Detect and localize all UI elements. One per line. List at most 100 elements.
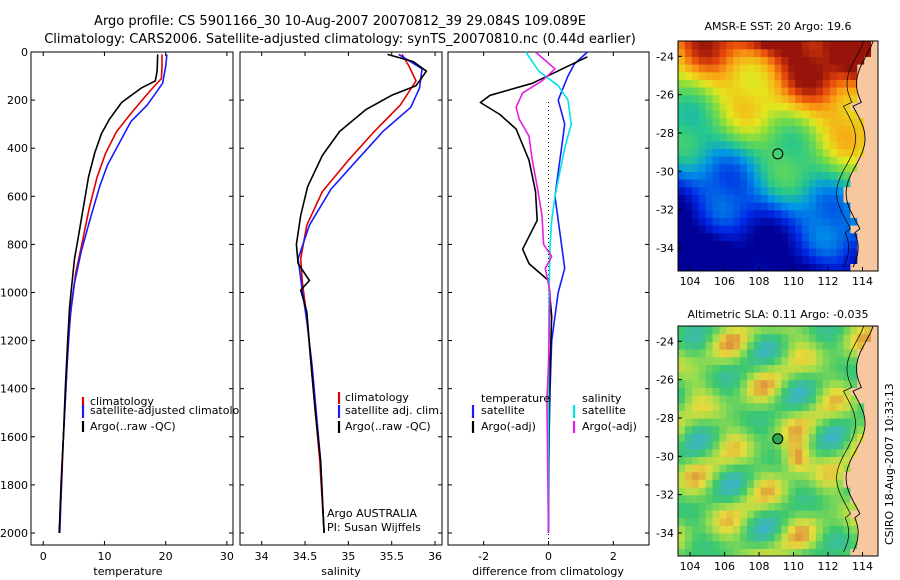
heatmap-cell	[719, 479, 727, 488]
heatmap-cell	[753, 418, 762, 427]
heatmap-cell	[719, 410, 727, 419]
heatmap-cell	[809, 71, 817, 80]
heatmap-cell	[719, 163, 727, 172]
heatmap-cell	[822, 110, 831, 119]
heatmap-cell	[753, 64, 762, 73]
heatmap-cell	[857, 525, 865, 534]
heatmap-cell	[857, 464, 865, 473]
y-tick-label: 1800	[0, 479, 28, 492]
heatmap-cell	[767, 140, 776, 149]
heatmap-cell	[753, 448, 762, 457]
heatmap-cell	[850, 140, 858, 149]
heatmap-cell	[781, 333, 789, 342]
heatmap-cell	[733, 341, 741, 350]
heatmap-cell	[843, 479, 851, 488]
heatmap-cell	[809, 148, 817, 157]
heatmap-cell	[753, 240, 762, 249]
heatmap-cell	[871, 418, 878, 427]
heatmap-cell	[712, 148, 720, 157]
heatmap-cell	[678, 125, 686, 134]
heatmap-cell	[802, 110, 810, 119]
heatmap-cell	[753, 163, 762, 172]
heatmap-cell	[726, 487, 734, 496]
heatmap-cell	[733, 133, 741, 142]
heatmap-cell	[760, 425, 769, 434]
heatmap-cell	[747, 148, 755, 157]
heatmap-cell	[795, 517, 803, 526]
heatmap-cell	[726, 395, 734, 404]
heatmap-cell	[684, 326, 693, 335]
heatmap-cell	[684, 87, 693, 96]
heatmap-cell	[774, 341, 783, 350]
heatmap-cell	[740, 410, 748, 419]
heatmap-cell	[815, 448, 824, 457]
heatmap-cell	[774, 225, 783, 234]
heatmap-cell	[829, 125, 838, 134]
heatmap-cell	[691, 48, 700, 57]
heatmap-cell	[822, 194, 831, 203]
heatmap-cell	[829, 525, 838, 534]
heatmap-cell	[691, 326, 700, 335]
heatmap-cell	[733, 410, 741, 419]
heatmap-cell	[753, 194, 762, 203]
heatmap-cell	[829, 209, 838, 218]
heatmap-cell	[733, 525, 741, 534]
lat-tick-label: -28	[656, 412, 674, 425]
heatmap-cell	[740, 326, 748, 335]
heatmap-cell	[705, 349, 714, 358]
shelf-contour	[836, 41, 865, 268]
heatmap-cell	[774, 87, 783, 96]
heatmap-cell	[836, 471, 845, 480]
heatmap-cell	[822, 333, 831, 342]
heatmap-cell	[871, 202, 878, 211]
heatmap-cell	[781, 209, 789, 218]
heatmap-cell	[822, 433, 831, 442]
heatmap-cell	[809, 186, 817, 195]
heatmap-cell	[698, 494, 707, 503]
heatmap-cell	[829, 179, 838, 188]
heatmap-cell	[726, 179, 734, 188]
heatmap-cell	[815, 333, 824, 342]
heatmap-cell	[843, 225, 851, 234]
heatmap-cell	[753, 517, 762, 526]
heatmap-cell	[871, 186, 878, 195]
heatmap-cell	[822, 387, 831, 396]
heatmap-cell	[864, 194, 872, 203]
heatmap-cell	[753, 186, 762, 195]
heatmap-cell	[815, 425, 824, 434]
heatmap-cell	[871, 456, 878, 465]
heatmap-cell	[712, 387, 720, 396]
heatmap-cell	[705, 448, 714, 457]
heatmap-cell	[767, 402, 776, 411]
heatmap-cell	[684, 402, 693, 411]
heatmap-cell	[712, 464, 720, 473]
heatmap-cell	[760, 510, 769, 519]
temperature-x-ticks: 0 10 20 30	[40, 52, 234, 563]
heatmap-cell	[809, 64, 817, 73]
heatmap-cell	[829, 248, 838, 257]
heatmap-cell	[753, 217, 762, 226]
heatmap-cell	[767, 41, 776, 50]
heatmap-cell	[781, 326, 789, 335]
heatmap-cell	[760, 64, 769, 73]
heatmap-cell	[705, 125, 714, 134]
heatmap-cell	[850, 110, 858, 119]
heatmap-cell	[843, 148, 851, 157]
heatmap-cell	[781, 71, 789, 80]
heatmap-cell	[767, 41, 776, 42]
heatmap-cell	[760, 441, 769, 450]
legend-title-salinity: salinity	[582, 392, 622, 405]
heatmap-cell	[829, 326, 838, 335]
heatmap-cell	[760, 248, 769, 257]
heatmap-cell	[747, 110, 755, 119]
heatmap-cell	[684, 179, 693, 188]
heatmap-cell	[815, 341, 824, 350]
heatmap-cell	[719, 79, 727, 88]
heatmap-cell	[788, 240, 796, 249]
heatmap-cell	[857, 148, 865, 157]
heatmap-cell	[829, 379, 838, 388]
heatmap-cell	[781, 349, 789, 358]
heatmap-cell	[719, 71, 727, 80]
heatmap-cell	[871, 48, 878, 57]
